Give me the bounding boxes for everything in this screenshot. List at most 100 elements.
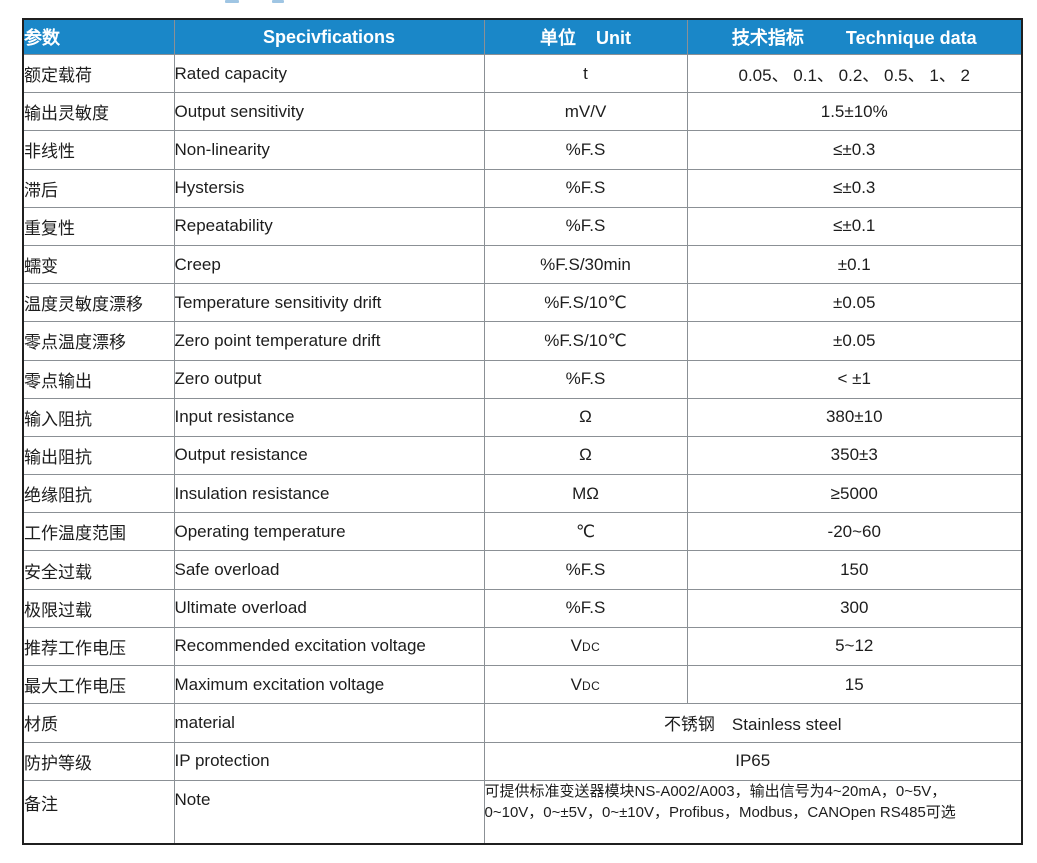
parameter-cn-cell: 防护等级 <box>22 741 175 782</box>
value-cell: ±0.1 <box>686 244 1023 285</box>
value-cell: 300 <box>686 588 1023 628</box>
table-row: 输出阻抗 Output resistance Ω 350±3 <box>22 435 1023 476</box>
unit-subscript: DC <box>582 640 601 655</box>
parameter-en-cell: Hystersis <box>173 168 485 208</box>
header-technique-cn: 技术指标 <box>731 28 804 48</box>
table-row: 极限过载 Ultimate overload %F.S 300 <box>22 588 1023 628</box>
table-row: 输入阻抗 Input resistance Ω 380±10 <box>22 397 1023 437</box>
table-row: 额定载荷 Rated capacity t 0.05、 0.1、 0.2、 0.5、 … <box>22 53 1023 94</box>
value-cell: 1.5±10% <box>686 92 1023 132</box>
unit-subscript: DC <box>582 678 601 693</box>
parameter-cn-cell: 输入阻抗 <box>22 397 175 437</box>
unit-main: V <box>570 636 582 656</box>
unit-cell: MΩ <box>483 474 688 514</box>
parameter-cn-cell: 非线性 <box>22 130 175 170</box>
parameter-cn-cell: 输出阻抗 <box>22 435 175 476</box>
unit-cell: %F.S <box>483 588 688 628</box>
unit-cell: %F.S <box>483 550 688 590</box>
value-cell: 150 <box>686 550 1023 590</box>
parameter-en-cell: Safe overload <box>173 550 485 590</box>
unit-cell: %F.S <box>483 168 688 208</box>
parameter-cn-cell: 备注 <box>22 780 175 845</box>
parameter-cn-cell: 滞后 <box>22 168 175 208</box>
unit-cell: VDC <box>483 664 688 705</box>
parameter-cn-cell: 材质 <box>22 703 175 743</box>
parameter-cn-cell: 零点输出 <box>22 359 175 399</box>
unit-cell: Ω <box>483 397 688 437</box>
table-row: 非线性 Non-linearity %F.S ≤±0.3 <box>22 130 1023 170</box>
parameter-cn-cell: 额定载荷 <box>22 53 175 94</box>
table-row: 零点温度漂移 Zero point temperature drift %F.S/1… <box>22 321 1023 361</box>
cropped-text-remnant <box>225 0 239 3</box>
parameter-en-cell: Zero point temperature drift <box>173 321 485 361</box>
parameter-en-cell: Note <box>173 780 485 845</box>
value-cell: ≥5000 <box>686 474 1023 514</box>
parameter-cn-cell: 重复性 <box>22 206 175 246</box>
value-cell: 5~12 <box>686 626 1023 667</box>
parameter-en-cell: Output resistance <box>173 435 485 476</box>
value-cell: ±0.05 <box>686 283 1023 323</box>
parameter-en-cell: Input resistance <box>173 397 485 437</box>
parameter-cn-cell: 推荐工作电压 <box>22 626 175 667</box>
spec-table-body: 额定载荷 Rated capacity t 0.05、 0.1、 0.2、 0.5、 … <box>22 53 1023 845</box>
parameter-en-cell: Zero output <box>173 359 485 399</box>
parameter-cn-cell: 绝缘阻抗 <box>22 474 175 514</box>
table-row: 滞后 Hystersis %F.S ≤±0.3 <box>22 168 1023 208</box>
parameter-cn-cell: 安全过载 <box>22 550 175 590</box>
parameter-en-cell: Rated capacity <box>173 53 485 94</box>
note-line: 可提供标准变送器模块NS-A002/A003，输出信号为4~20mA，0~5V， <box>484 783 947 801</box>
table-row-merged: 防护等级 IP protection IP65 <box>22 741 1023 782</box>
header-unit: 单位 Unit <box>483 18 688 55</box>
table-row: 蠕变 Creep %F.S/30min ±0.1 <box>22 244 1023 285</box>
parameter-en-cell: Maximum excitation voltage <box>173 664 485 705</box>
value-cell: ≤±0.3 <box>686 130 1023 170</box>
parameter-en-cell: IP protection <box>173 741 485 782</box>
table-row: 最大工作电压 Maximum excitation voltage VDC 15 <box>22 664 1023 705</box>
table-row: 重复性 Repeatability %F.S ≤±0.1 <box>22 206 1023 246</box>
parameter-cn-cell: 输出灵敏度 <box>22 92 175 132</box>
merged-value-cell: 不锈钢 Stainless steel <box>483 703 1023 743</box>
cropped-text-remnant <box>272 0 284 3</box>
header-parameter-label: 参数 <box>24 28 60 48</box>
parameter-en-cell: Recommended excitation voltage <box>173 626 485 667</box>
table-row: 温度灵敏度漂移 Temperature sensitivity drift %F.S… <box>22 283 1023 323</box>
unit-cell: t <box>483 53 688 94</box>
value-cell: ±0.05 <box>686 321 1023 361</box>
table-row-note: 备注 Note 可提供标准变送器模块NS-A002/A003，输出信号为4~20mA… <box>22 780 1023 845</box>
parameter-cn-cell: 工作温度范围 <box>22 512 175 552</box>
header-unit-en: Unit <box>596 28 631 48</box>
unit-cell: mV/V <box>483 92 688 132</box>
parameter-en-cell: Ultimate overload <box>173 588 485 628</box>
table-row: 输出灵敏度 Output sensitivity mV/V 1.5±10% <box>22 92 1023 132</box>
unit-cell: %F.S <box>483 359 688 399</box>
parameter-en-cell: Insulation resistance <box>173 474 485 514</box>
table-row: 工作温度范围 Operating temperature ℃ -20~60 <box>22 512 1023 552</box>
parameter-en-cell: Non-linearity <box>173 130 485 170</box>
table-row: 绝缘阻抗 Insulation resistance MΩ ≥5000 <box>22 474 1023 514</box>
parameter-cn-cell: 零点温度漂移 <box>22 321 175 361</box>
unit-cell: %F.S/10℃ <box>483 321 688 361</box>
header-unit-cn: 单位 <box>540 28 576 48</box>
note-line: 0~10V，0~±5V，0~±10V，Profibus，Modbus，CANOp… <box>484 804 956 822</box>
parameter-en-cell: Operating temperature <box>173 512 485 552</box>
value-cell: 15 <box>686 664 1023 705</box>
value-cell: ≤±0.3 <box>686 168 1023 208</box>
parameter-en-cell: Creep <box>173 244 485 285</box>
value-cell: < ±1 <box>686 359 1023 399</box>
unit-cell: %F.S/10℃ <box>483 283 688 323</box>
header-specifications-label: Specivfications <box>262 26 396 47</box>
unit-main: V <box>570 674 582 694</box>
value-cell: 350±3 <box>686 435 1023 476</box>
value-cell: -20~60 <box>686 512 1023 552</box>
parameter-cn-cell: 最大工作电压 <box>22 664 175 705</box>
parameter-en-cell: Temperature sensitivity drift <box>173 283 485 323</box>
table-row: 推荐工作电压 Recommended excitation voltage VDC 5… <box>22 626 1023 667</box>
table-header-row: 参数 Specivfications 单位 Unit 技术指标 Technique … <box>22 18 1023 55</box>
merged-value-cell: IP65 <box>483 741 1023 782</box>
unit-cell: Ω <box>483 435 688 476</box>
unit-cell: %F.S/30min <box>483 244 688 285</box>
value-cell: 0.05、 0.1、 0.2、 0.5、 1、 2 <box>686 53 1023 94</box>
unit-cell: %F.S <box>483 206 688 246</box>
table-row-merged: 材质 material 不锈钢 Stainless steel <box>22 703 1023 743</box>
header-specifications: Specivfications <box>173 18 485 55</box>
